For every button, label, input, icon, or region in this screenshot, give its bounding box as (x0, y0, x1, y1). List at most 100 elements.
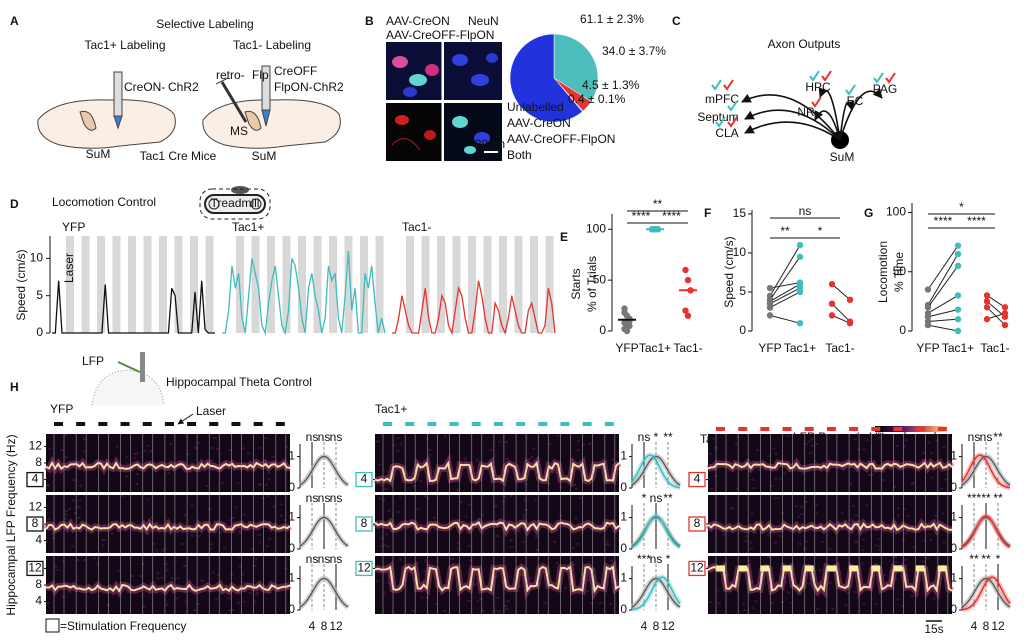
spectrogram-noise (854, 541, 858, 544)
legend-entry: AAV-CreOFF-FlpON (507, 132, 615, 146)
spectrogram-noise (902, 508, 906, 511)
pie-label: 34.0 ± 3.7% (602, 44, 666, 58)
data-point (954, 315, 962, 323)
spectrogram-noise (610, 559, 614, 562)
data-point (1001, 321, 1009, 329)
sig-label: ns (306, 552, 319, 566)
stim-artifact (738, 565, 748, 572)
spectrogram-noise (211, 571, 215, 574)
group-label: Tac1+ (375, 402, 407, 416)
label: NeuN (468, 14, 499, 28)
data-point (626, 315, 633, 322)
data-point (766, 284, 774, 292)
spectrogram-noise (942, 446, 946, 449)
spectrogram-noise (230, 608, 234, 611)
spectrogram-noise (133, 452, 137, 455)
spectrogram-noise (547, 482, 551, 485)
spectrogram-noise (709, 601, 713, 604)
spectrogram-noise (772, 447, 776, 450)
spectrogram-noise (758, 468, 762, 471)
pair-line (927, 295, 959, 314)
spectrogram-noise (236, 482, 240, 485)
spectrogram-noise (813, 460, 817, 463)
y-tick-label: 1 (288, 449, 295, 463)
spectrogram-noise (143, 449, 147, 452)
spectrogram-noise (267, 537, 271, 540)
spectrogram-noise (894, 556, 898, 559)
spectrogram-noise (432, 516, 436, 519)
check-mark (723, 79, 734, 91)
spectrogram-noise (842, 468, 846, 471)
spectrogram-noise (64, 456, 68, 459)
spectrogram-noise (160, 576, 164, 579)
tuning-band (298, 575, 350, 610)
laser-marker (275, 422, 285, 426)
data-point (684, 276, 692, 284)
laser-window (530, 236, 538, 333)
x-tick-label: Tac1+ (639, 341, 671, 355)
tuning-curve (961, 576, 1011, 611)
sig-label: ns (968, 430, 981, 444)
spectrogram-noise (170, 577, 174, 580)
pie-label: 0.4 ± 0.1% (568, 92, 626, 106)
data-point (766, 304, 774, 311)
sig-label: ns (318, 552, 331, 566)
data-point (954, 242, 962, 249)
spectrogram-noise (423, 495, 427, 498)
spectrogram-noise (846, 591, 850, 594)
check-mark (821, 70, 832, 82)
spectrogram-noise (426, 497, 430, 500)
spectrogram-noise (234, 506, 238, 509)
laser-marker (209, 422, 219, 426)
label: SuM (252, 149, 277, 163)
laser-window (159, 236, 167, 333)
speed-trace (222, 250, 386, 336)
spectrogram-noise (609, 602, 613, 605)
spectrogram-noise (710, 487, 714, 490)
spectrogram-noise (754, 600, 758, 603)
spectrogram-noise (379, 544, 383, 547)
sig-label: *** (967, 491, 981, 505)
spectrogram-noise (101, 544, 105, 547)
spectrogram-noise (930, 476, 934, 479)
sig-label: ns (306, 491, 319, 505)
spectrogram-noise (883, 574, 887, 577)
sig-label: * (666, 552, 671, 566)
y-tick-label: 1 (620, 571, 627, 585)
spectrogram-noise (67, 590, 71, 593)
spectrogram-noise (243, 513, 247, 516)
theta-band (707, 461, 953, 470)
spectrogram-noise (229, 519, 233, 522)
spectrogram-noise (932, 597, 936, 600)
x-tick-label: 8 (983, 619, 990, 633)
data-point (924, 286, 932, 293)
spectrogram-noise (211, 447, 215, 450)
sig-label: ** (780, 224, 790, 238)
spectrogram-noise (162, 547, 166, 550)
spectrogram-noise (221, 482, 225, 485)
spectrogram-noise (790, 601, 794, 604)
spectrogram-noise (115, 445, 119, 448)
spectrogram-noise (877, 548, 881, 551)
spectrogram-noise (378, 497, 382, 500)
spectrogram-noise (729, 507, 733, 510)
sig-label: ** (993, 491, 1003, 505)
spectrogram-noise (767, 556, 771, 559)
spectrogram-noise (906, 514, 910, 517)
spectrogram-noise (521, 541, 525, 544)
data-point (684, 312, 692, 319)
pair-line (927, 324, 959, 332)
spectrogram-noise (131, 574, 135, 577)
spectrogram-noise (522, 514, 526, 517)
spectrogram-noise (264, 483, 268, 486)
laser-window (205, 236, 214, 333)
laser-window (468, 236, 476, 333)
spectrogram-noise (125, 475, 129, 478)
spectrogram-noise (767, 531, 771, 534)
stim-box (26, 471, 44, 488)
spectrogram-noise (396, 511, 400, 514)
pair-line (927, 318, 959, 323)
laser-window (514, 236, 523, 333)
spectrogram-noise (926, 557, 930, 560)
spectrogram-noise (785, 434, 789, 437)
